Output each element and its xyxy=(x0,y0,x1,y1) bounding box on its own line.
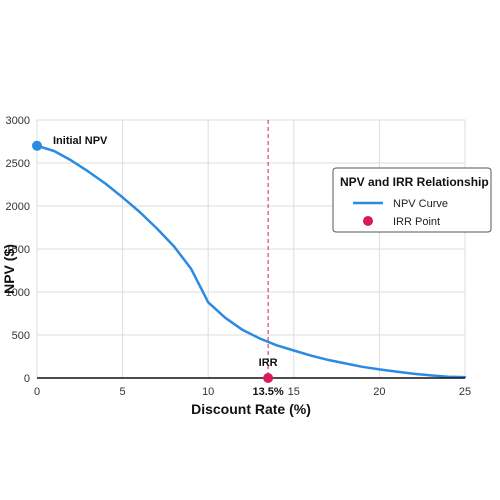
grid xyxy=(36,119,466,379)
x-tick-label: 5 xyxy=(120,386,126,398)
irr-label: IRR xyxy=(259,357,278,369)
x-tick-label: 10 xyxy=(202,386,214,398)
initial-npv-point xyxy=(32,140,42,151)
y-tick-label: 3000 xyxy=(6,115,30,127)
y-tick-label: 1500 xyxy=(6,244,30,256)
legend: NPV and IRR Relationship NPV Curve IRR P… xyxy=(332,167,492,233)
legend-title: NPV and IRR Relationship xyxy=(340,175,489,189)
x-tick-label: 25 xyxy=(459,386,471,398)
irr-value-label: 13.5% xyxy=(253,386,284,398)
npv-curve-line xyxy=(35,144,467,379)
legend-box xyxy=(332,167,492,233)
x-tick-label: 20 xyxy=(373,386,385,398)
x-tick-label: 0 xyxy=(34,386,40,398)
chart-frame xyxy=(0,105,500,410)
y-tick-label: 0 xyxy=(24,373,30,385)
x-axis-title: Discount Rate (%) xyxy=(191,401,311,417)
x-tick-label: 15 xyxy=(288,386,300,398)
y-tick-label: 2500 xyxy=(6,158,30,170)
initial-npv-label: Initial NPV xyxy=(53,135,108,147)
irr-point xyxy=(263,373,274,383)
tick-labels: 0 500 1000 1500 2000 2500 3000 0 5 10 15 20 25 xyxy=(6,115,472,398)
y-axis-title: NPV ($) xyxy=(1,244,17,294)
legend-irr-point-swatch xyxy=(363,216,373,226)
legend-irr-point-label: IRR Point xyxy=(393,216,440,228)
legend-npv-curve-label: NPV Curve xyxy=(393,198,448,210)
y-tick-label: 2000 xyxy=(6,201,30,213)
y-tick-label: 500 xyxy=(12,330,30,342)
y-tick-label: 1000 xyxy=(6,287,30,299)
